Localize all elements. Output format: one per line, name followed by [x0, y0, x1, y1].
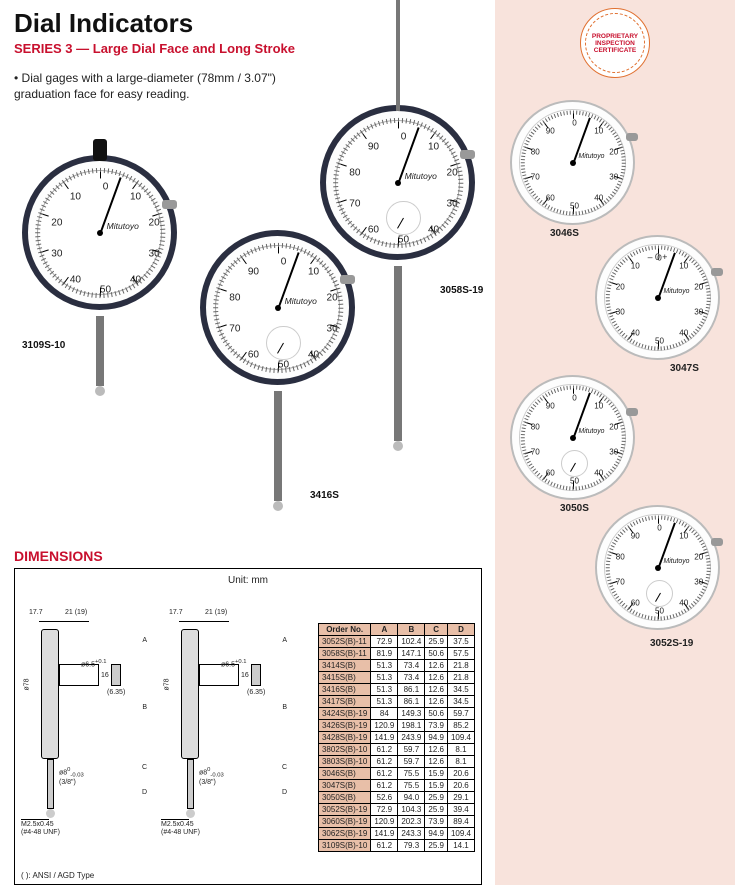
gauge-3058S-19: 0102030405060708090Mitutoyo — [320, 105, 475, 260]
table-row: 3052S(B)-1972.9104.325.939.4 — [318, 804, 474, 816]
dimensions-table: Order No.ABCD 3052S(B)-1172.9102.425.937… — [318, 623, 475, 852]
unit-label: Unit: mm — [228, 575, 268, 586]
inspection-seal-icon: PROPRIETARY INSPECTION CERTIFICATE — [580, 8, 650, 78]
table-row: 3047S(B)61.275.515.920.6 — [318, 780, 474, 792]
side-gauge-caption: 3050S — [560, 503, 589, 514]
table-row: 3052S(B)-1172.9102.425.937.5 — [318, 636, 474, 648]
dimension-diagram-2: 17.721 (19)ø78ø6.5+0.1(6.35)16ø80-0.03(3… — [161, 609, 291, 839]
gauge-caption: 3109S-10 — [22, 340, 65, 351]
table-row: 3415S(B)51.373.412.621.8 — [318, 672, 474, 684]
dimensions-box: Unit: mm 17.721 (19)ø78ø6.5+0.1(6.35)16ø… — [14, 568, 482, 885]
table-row: 3060S(B)-19120.9202.373.989.4 — [318, 816, 474, 828]
table-row: 3417S(B)51.386.112.634.5 — [318, 696, 474, 708]
table-row: 3416S(B)51.386.112.634.5 — [318, 684, 474, 696]
table-row: 3058S(B)-1181.9147.150.657.5 — [318, 648, 474, 660]
left-column: Dial Indicators SERIES 3 — Large Dial Fa… — [0, 0, 495, 885]
side-gauge-3047S: 0102030405040302010– 0 +Mitutoyo — [595, 235, 720, 360]
table-header: Order No. — [318, 624, 370, 636]
table-row: 3062S(B)-19141.9243.394.9109.4 — [318, 828, 474, 840]
table-row: 3424S(B)-1984149.350.659.7 — [318, 708, 474, 720]
table-row: 3109S(B)-1061.279.325.914.1 — [318, 840, 474, 852]
right-column: PROPRIETARY INSPECTION CERTIFICATE 01020… — [495, 0, 735, 885]
side-gauge-3050S: 0102030405060708090Mitutoyo — [510, 375, 635, 500]
ansi-note: ( ): ANSI / AGD Type — [21, 871, 94, 880]
gauge-3109S-10: 0102030405040302010Mitutoyo — [22, 155, 177, 310]
side-gauge-caption: 3047S — [670, 363, 699, 374]
table-row: 3046S(B)61.275.515.920.6 — [318, 768, 474, 780]
side-gauge-caption: 3046S — [550, 228, 579, 239]
table-header: B — [398, 624, 425, 636]
gauge-caption: 3058S-19 — [440, 285, 483, 296]
side-gauge-caption: 3052S-19 — [650, 638, 693, 649]
table-header: A — [371, 624, 398, 636]
table-row: 3803S(B)-1061.259.712.68.1 — [318, 756, 474, 768]
table-row: 3802S(B)-1061.259.712.68.1 — [318, 744, 474, 756]
dimension-diagram-1: 17.721 (19)ø78ø6.5+0.1(6.35)16ø80-0.03(3… — [21, 609, 151, 839]
table-header: D — [447, 624, 474, 636]
side-gauge-3052S-19: 0102030405060708090Mitutoyo — [595, 505, 720, 630]
dimensions-heading: DIMENSIONS — [0, 548, 495, 568]
gauge-caption: 3416S — [310, 490, 339, 501]
main-gauges-area: 0102030405040302010Mitutoyo 3109S-10 01020… — [0, 0, 495, 550]
table-row: 3428S(B)-19141.9243.994.9109.4 — [318, 732, 474, 744]
table-row: 3050S(B)52.694.025.929.1 — [318, 792, 474, 804]
table-row: 3426S(B)-19120.9198.173.985.2 — [318, 720, 474, 732]
side-gauge-3046S: 0102030405060708090Mitutoyo — [510, 100, 635, 225]
table-header: C — [425, 624, 448, 636]
table-row: 3414S(B)51.373.412.621.8 — [318, 660, 474, 672]
